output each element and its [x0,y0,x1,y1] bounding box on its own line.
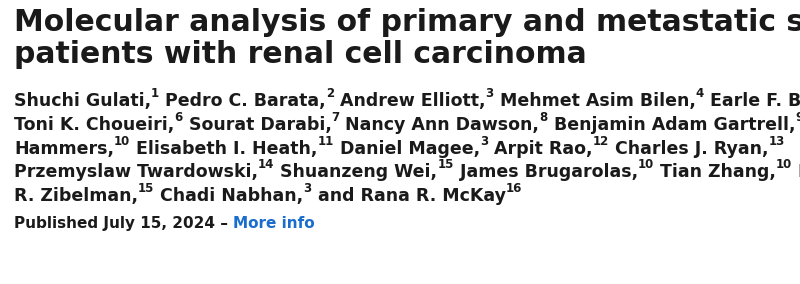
Text: 9: 9 [795,111,800,124]
Text: Daniel Magee,: Daniel Magee, [334,140,480,158]
Text: 16: 16 [506,182,522,195]
Text: 12: 12 [593,135,609,148]
Text: 2: 2 [326,87,334,100]
Text: 4: 4 [695,87,704,100]
Text: Arpit Rao,: Arpit Rao, [488,140,593,158]
Text: Pedro C. Barata,: Pedro C. Barata, [159,92,326,110]
Text: 15: 15 [138,182,154,195]
Text: Charles J. Ryan,: Charles J. Ryan, [609,140,768,158]
Text: James Brugarolas,: James Brugarolas, [454,163,638,181]
Text: 3: 3 [486,87,494,100]
Text: Andrew Elliott,: Andrew Elliott, [334,92,486,110]
Text: Published July 15, 2024 –: Published July 15, 2024 – [14,216,234,231]
Text: Molecular analysis of primary and metastatic sites in: Molecular analysis of primary and metast… [14,8,800,37]
Text: Elisabeth I. Heath,: Elisabeth I. Heath, [130,140,318,158]
Text: 14: 14 [258,158,274,171]
Text: Sourat Darabi,: Sourat Darabi, [182,116,331,134]
Text: 8: 8 [539,111,548,124]
Text: 15: 15 [438,158,454,171]
Text: 7: 7 [331,111,339,124]
Text: 1: 1 [151,87,159,100]
Text: 10: 10 [776,158,792,171]
Text: patients with renal cell carcinoma: patients with renal cell carcinoma [14,40,586,69]
Text: Matthew: Matthew [792,163,800,181]
Text: Tian Zhang,: Tian Zhang, [654,163,776,181]
Text: Shuanzeng Wei,: Shuanzeng Wei, [274,163,438,181]
Text: Toni K. Choueiri,: Toni K. Choueiri, [14,116,174,134]
Text: 3: 3 [480,135,488,148]
Text: Earle F. Burgess,: Earle F. Burgess, [704,92,800,110]
Text: R. Zibelman,: R. Zibelman, [14,187,138,205]
Text: Shuchi Gulati,: Shuchi Gulati, [14,92,151,110]
Text: 3: 3 [303,182,312,195]
Text: Chadi Nabhan,: Chadi Nabhan, [154,187,303,205]
Text: Hammers,: Hammers, [14,140,114,158]
Text: Nancy Ann Dawson,: Nancy Ann Dawson, [339,116,539,134]
Text: Mehmet Asim Bilen,: Mehmet Asim Bilen, [494,92,695,110]
Text: Benjamin Adam Gartrell,: Benjamin Adam Gartrell, [548,116,795,134]
Text: More info: More info [234,216,315,231]
Text: 13: 13 [768,135,785,148]
Text: and Rana R. McKay: and Rana R. McKay [312,187,506,205]
Text: 10: 10 [638,158,654,171]
Text: Przemyslaw Twardowski,: Przemyslaw Twardowski, [14,163,258,181]
Text: 10: 10 [114,135,130,148]
Text: 6: 6 [174,111,182,124]
Text: 11: 11 [318,135,334,148]
